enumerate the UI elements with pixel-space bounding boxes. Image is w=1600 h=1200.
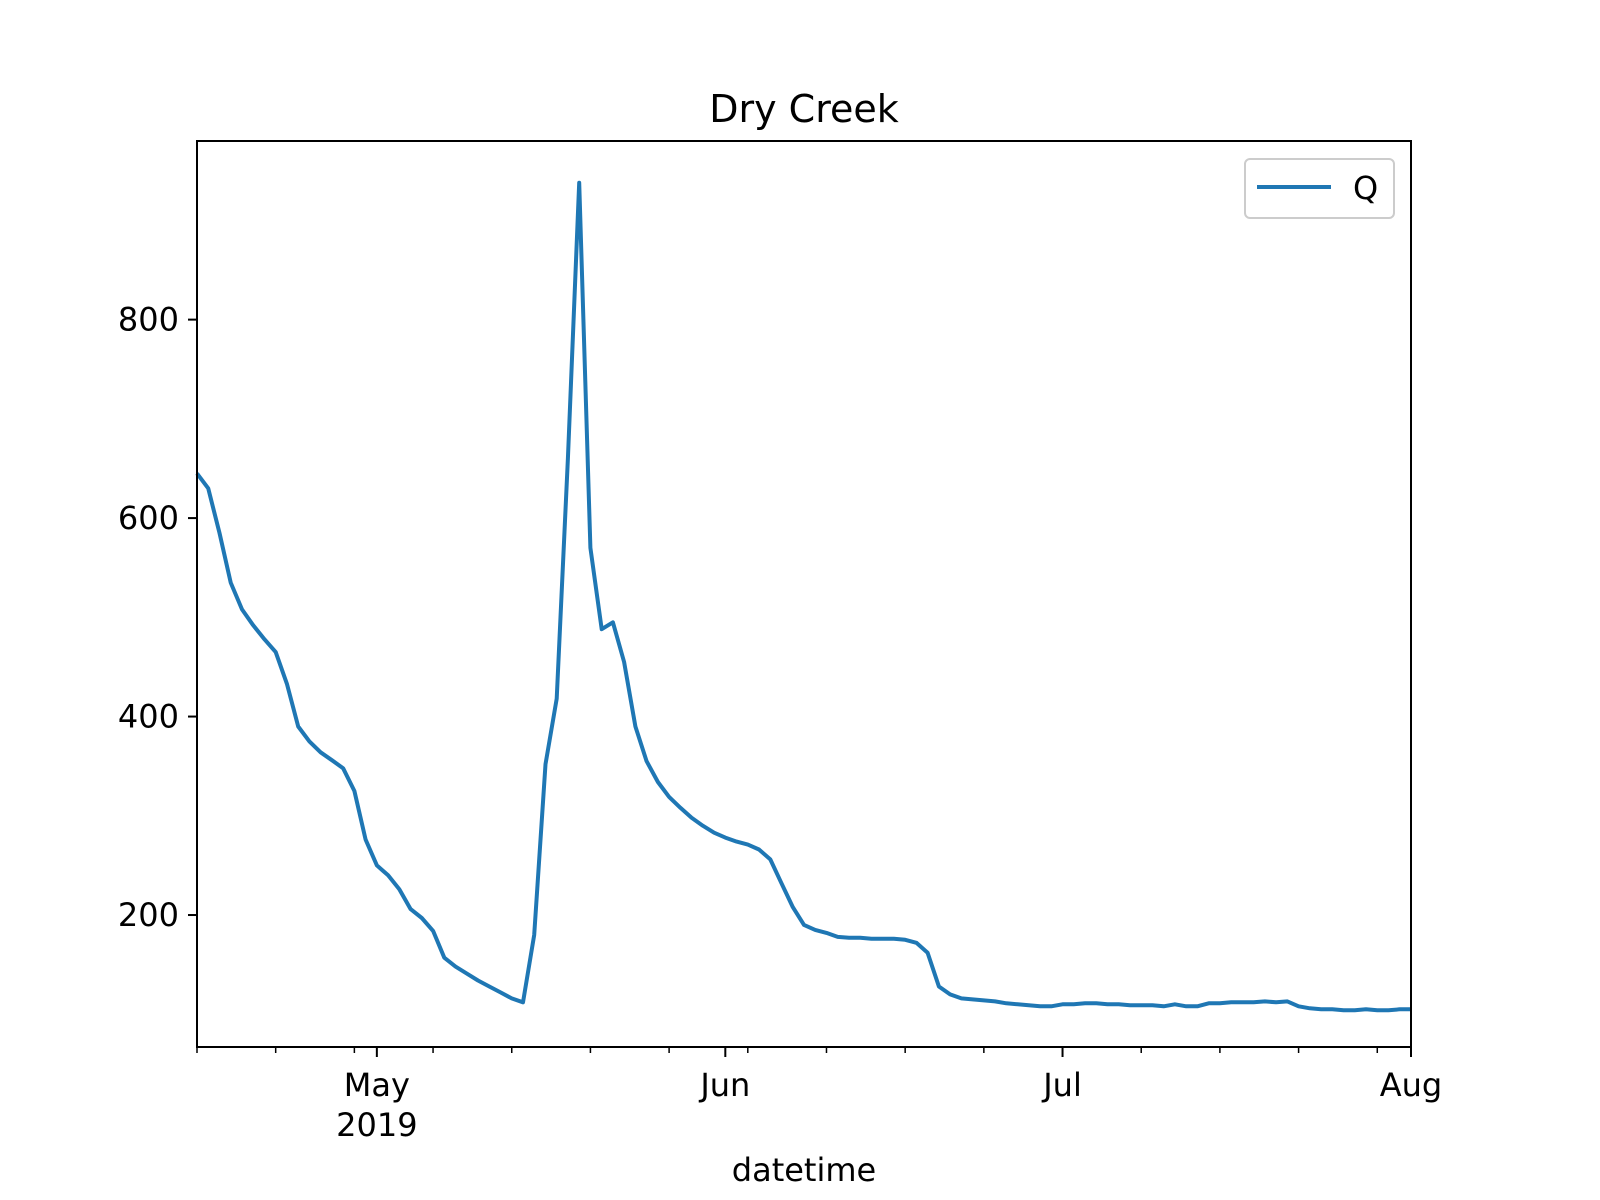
series-line-q: [195, 180, 1411, 1013]
x-tick-label: Jul: [1041, 1066, 1082, 1104]
x-tick-label: May: [344, 1066, 410, 1104]
chart-title: Dry Creek: [709, 87, 899, 131]
y-tick-label: 200: [118, 896, 179, 934]
x-tick-sublabel: 2019: [336, 1106, 417, 1144]
y-axis-ticks: 200 400 600 800: [118, 301, 197, 934]
x-axis-label: datetime: [732, 1151, 876, 1189]
x-tick-label: Aug: [1380, 1066, 1442, 1104]
y-tick-label: 600: [118, 499, 179, 537]
y-tick-label: 400: [118, 698, 179, 736]
series-layer: [195, 180, 1411, 1013]
y-tick-label: 800: [118, 301, 179, 339]
legend-label-q: Q: [1353, 169, 1378, 207]
plot-area-frame: [196, 140, 1412, 1048]
x-tick-label: Jun: [698, 1066, 750, 1104]
legend: Q: [1244, 158, 1395, 219]
